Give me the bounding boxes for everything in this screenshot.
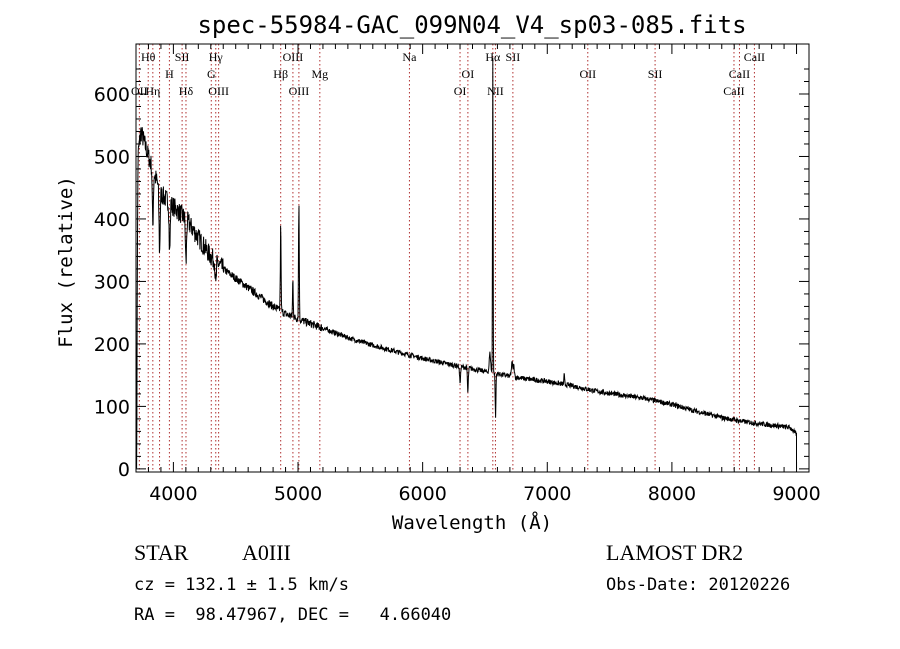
y-tick-label: 0 (118, 459, 130, 481)
line-annotation: Hδ (179, 84, 194, 98)
x-tick-label: 8000 (648, 483, 696, 505)
x-tick-label: 4000 (149, 483, 197, 505)
line-annotation: Hγ (209, 50, 224, 64)
line-annotation: OIII (283, 50, 304, 64)
line-annotation: Hη (145, 84, 160, 98)
object-subclass: A0III (242, 540, 291, 565)
line-annotation: OII (579, 67, 596, 81)
line-markers (138, 44, 755, 472)
x-tick-label: 5000 (274, 483, 322, 505)
line-annotation: SII (648, 67, 663, 81)
x-tick-label: 7000 (523, 483, 571, 505)
line-annotation: OII (131, 84, 148, 98)
line-annotation: CaII (744, 50, 765, 64)
x-tick-label: 9000 (772, 483, 820, 505)
line-annotation: H (165, 67, 174, 81)
y-tick-label: 500 (94, 146, 130, 168)
x-tick-label: 6000 (398, 483, 446, 505)
spectrum-line (135, 57, 797, 469)
y-axis-label: Flux (relative) (55, 176, 77, 348)
survey-name: LAMOST DR2 (606, 540, 743, 565)
line-annotation: Hα (485, 50, 501, 64)
line-annotation: NII (487, 84, 504, 98)
y-tick-label: 100 (94, 396, 130, 418)
object-class: STAR (134, 540, 189, 565)
line-annotation: SII (175, 50, 190, 64)
observation-date: Obs-Date: 20120226 (606, 575, 790, 595)
chart-title: spec-55984-GAC_099N04_V4_sp03-085.fits (197, 11, 746, 39)
line-annotation: OIII (208, 84, 229, 98)
y-tick-label: 200 (94, 334, 130, 356)
line-annotation: Hβ (273, 67, 288, 81)
line-annotation: Hθ (141, 50, 156, 64)
y-tick-label: 600 (94, 84, 130, 106)
x-axis-ticks: 4000 5000 6000 7000 8000 9000 (135, 44, 821, 505)
line-annotation: SII (506, 50, 521, 64)
y-tick-label: 300 (94, 271, 130, 293)
coordinates-text: RA = 98.47967, DEC = 4.66040 (134, 605, 451, 625)
line-annotation: OI (462, 67, 475, 81)
line-annotation: OIII (289, 84, 310, 98)
y-axis-ticks: 0 100 200 300 400 500 600 (94, 68, 809, 481)
plot-frame (135, 43, 810, 473)
line-annotation: Na (402, 50, 417, 64)
line-annotation: Mg (311, 67, 328, 81)
line-annotation: CaII (729, 67, 750, 81)
x-axis-label: Wavelength (Å) (392, 511, 552, 534)
line-annotation: G (207, 67, 216, 81)
redshift-text: cz = 132.1 ± 1.5 km/s (134, 575, 349, 595)
y-tick-label: 400 (94, 209, 130, 231)
line-annotation: CaII (723, 84, 744, 98)
line-annotation: OI (454, 84, 467, 98)
